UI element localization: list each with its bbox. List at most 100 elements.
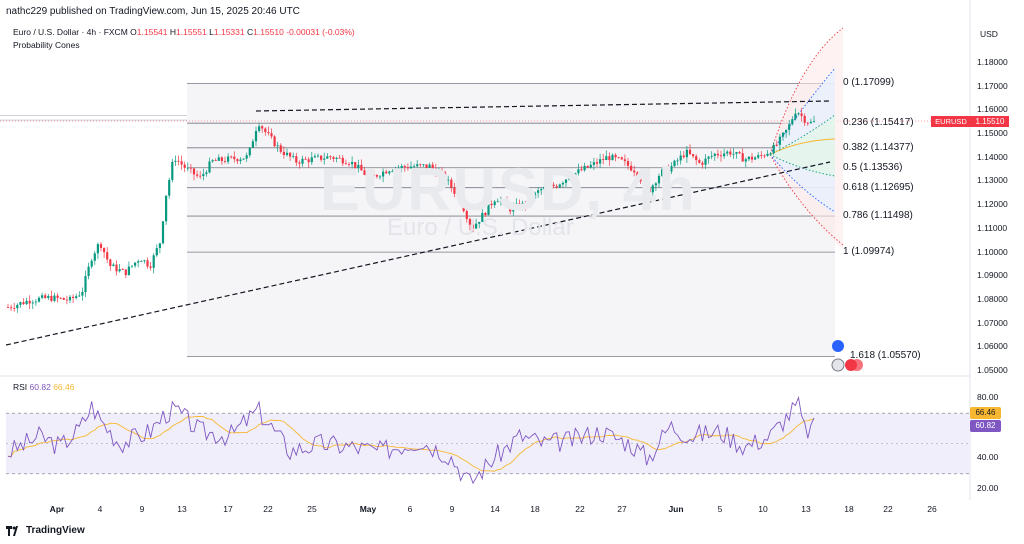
candle-body xyxy=(372,174,375,176)
candle-body xyxy=(667,166,670,172)
symbol-watermark-sub: Euro / U.S. Dollar xyxy=(387,214,574,241)
candle-body xyxy=(664,166,667,170)
rsi-axis-40: 40.00 xyxy=(977,452,999,462)
candle-body xyxy=(276,145,279,147)
symbol-legend[interactable]: Euro / U.S. Dollar · 4h · FXCM O1.15541 … xyxy=(13,27,355,37)
candle-body xyxy=(41,295,44,298)
date-tick: Jun xyxy=(668,504,684,514)
candle-body xyxy=(208,161,211,173)
candle-body xyxy=(506,200,509,206)
candle-body xyxy=(264,128,267,133)
currency-label[interactable]: USD xyxy=(980,29,998,39)
candle-body xyxy=(515,203,518,207)
candle-body xyxy=(34,301,37,303)
candle-body xyxy=(723,153,726,157)
candle-body xyxy=(344,163,347,165)
candle-body xyxy=(546,186,549,188)
candle-body xyxy=(59,297,62,299)
publish-info: nathc229 published on TradingView.com, J… xyxy=(6,6,300,17)
price-tag-symbol: EURUSD xyxy=(931,116,971,127)
fib-level-label: 0 (1.17099) xyxy=(843,77,895,89)
candle-body xyxy=(99,244,103,248)
high-label: H xyxy=(169,27,177,37)
symbol-name: Euro / U.S. Dollar · 4h · FXCM xyxy=(13,27,128,37)
candle-body xyxy=(617,157,620,159)
candle-body xyxy=(369,174,372,176)
indicator-label[interactable]: Probability Cones xyxy=(13,40,80,50)
candle-body xyxy=(189,167,192,169)
candle-body xyxy=(332,157,335,159)
rsi-title: RSI xyxy=(13,382,28,392)
event-flag-icon xyxy=(832,340,844,352)
candle-body xyxy=(90,260,93,267)
candle-body xyxy=(651,185,654,193)
candle-body xyxy=(245,155,248,159)
candle-body xyxy=(521,202,524,209)
rsi-legend[interactable]: RSI 60.82 66.46 xyxy=(13,382,74,392)
candle-body xyxy=(174,160,177,162)
candle-body xyxy=(62,297,65,300)
candle-body xyxy=(766,153,769,156)
candle-body xyxy=(527,197,530,206)
date-tick: 9 xyxy=(139,504,145,514)
candle-body xyxy=(93,253,96,261)
candle-body xyxy=(316,155,320,157)
date-tick: 14 xyxy=(490,504,500,514)
candle-body xyxy=(602,159,605,161)
candle-body xyxy=(301,158,304,164)
candle-body xyxy=(639,176,642,182)
candle-body xyxy=(471,224,475,229)
rsi-axis-20: 20.00 xyxy=(977,483,999,493)
candle-body xyxy=(19,302,22,305)
cone-inner xyxy=(770,115,835,178)
candle-body xyxy=(78,295,81,297)
candle-body xyxy=(778,136,781,145)
candle-body xyxy=(140,261,143,262)
candle-body xyxy=(425,164,428,168)
rsi-ma-badge: 66.46 xyxy=(970,407,1001,419)
candle-body xyxy=(220,157,223,161)
candle-body xyxy=(149,266,152,268)
candle-body xyxy=(620,157,623,160)
candle-body xyxy=(586,165,589,168)
candle-body xyxy=(320,155,323,160)
candle-body xyxy=(419,164,422,166)
candle-body xyxy=(165,195,168,222)
candle-body xyxy=(161,221,165,244)
candle-body xyxy=(481,213,484,222)
candle-body xyxy=(258,126,261,131)
candle-body xyxy=(177,160,180,162)
candle-body xyxy=(248,147,251,156)
candle-body xyxy=(543,186,546,190)
fib-level-label: 0.382 (1.14377) xyxy=(843,141,914,153)
lightning-icon xyxy=(831,358,845,372)
price-axis-tick: 1.17000 xyxy=(977,80,1008,91)
rsi-line xyxy=(7,395,815,485)
candle-body xyxy=(180,161,183,165)
candle-body xyxy=(106,252,109,260)
candle-body xyxy=(341,157,344,164)
candle-body xyxy=(493,201,496,206)
date-tick: 22 xyxy=(883,504,893,514)
candle-body xyxy=(611,154,614,161)
candle-body xyxy=(422,164,425,166)
rsi-axis-80: 80.00 xyxy=(977,392,999,402)
candle-body xyxy=(537,190,540,193)
candle-body xyxy=(233,156,236,160)
candle-body xyxy=(571,177,574,179)
candle-body xyxy=(292,156,295,157)
candle-body xyxy=(382,171,385,177)
price-axis-tick: 1.15000 xyxy=(977,128,1008,139)
candle-body xyxy=(65,299,68,301)
price-axis-tick: 1.13000 xyxy=(977,175,1008,186)
candle-body xyxy=(583,165,586,171)
candle-body xyxy=(738,152,741,154)
tradingview-logo[interactable]: TradingView xyxy=(6,525,85,536)
fib-level-label: 0.618 (1.12695) xyxy=(843,181,914,193)
candle-body xyxy=(227,156,230,162)
candle-body xyxy=(549,184,552,187)
candle-body xyxy=(769,153,772,155)
candle-body xyxy=(763,155,766,157)
candle-body xyxy=(171,161,174,180)
